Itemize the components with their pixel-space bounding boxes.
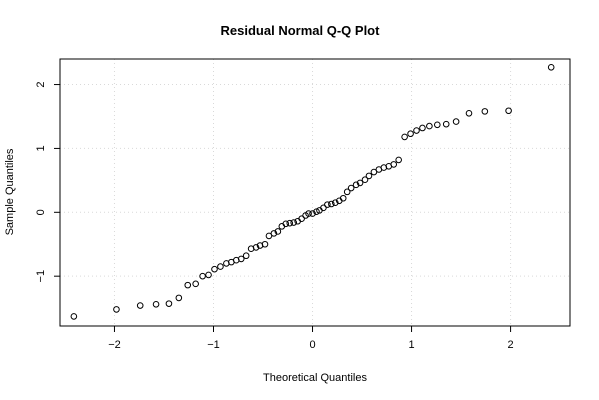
data-point xyxy=(113,306,120,313)
data-point xyxy=(343,188,351,196)
x-axis-label: Theoretical Quantiles xyxy=(263,372,367,384)
data-point xyxy=(199,272,206,280)
data-point xyxy=(352,181,360,189)
data-point xyxy=(274,228,282,235)
data-point xyxy=(332,199,339,207)
data-point xyxy=(286,219,294,227)
data-point xyxy=(136,302,144,309)
data-point xyxy=(401,133,408,141)
data-point xyxy=(370,168,378,176)
y-tick-label: 2 xyxy=(35,81,47,87)
data-point xyxy=(407,130,414,138)
data-point xyxy=(505,107,512,115)
plot-frame xyxy=(59,58,571,327)
data-point xyxy=(547,64,555,71)
x-tick-label: −1 xyxy=(207,339,220,351)
x-tick-label: 2 xyxy=(508,339,514,351)
data-point xyxy=(347,184,355,192)
data-point xyxy=(434,121,441,129)
data-point xyxy=(390,161,398,168)
y-tick-label: 0 xyxy=(35,209,47,215)
data-point xyxy=(339,194,347,202)
data-point xyxy=(265,232,273,240)
data-point xyxy=(320,204,327,212)
data-point xyxy=(413,127,420,134)
data-point xyxy=(70,313,78,320)
data-point xyxy=(481,108,489,115)
y-axis-label: Sample Quantiles xyxy=(4,148,16,235)
data-point xyxy=(192,280,199,288)
data-point xyxy=(426,122,433,130)
data-point xyxy=(270,230,278,237)
data-point xyxy=(252,244,260,251)
data-point xyxy=(152,300,160,308)
data-point xyxy=(365,172,373,180)
data-point xyxy=(395,156,402,164)
data-points xyxy=(70,64,555,320)
data-point xyxy=(328,200,335,208)
data-point xyxy=(419,124,426,132)
data-point xyxy=(175,294,183,302)
data-point xyxy=(452,118,460,125)
data-point xyxy=(165,300,173,307)
data-point xyxy=(465,109,473,117)
data-point xyxy=(442,120,450,128)
data-point xyxy=(237,255,245,263)
y-tick-label: −1 xyxy=(35,270,47,283)
data-point xyxy=(290,219,298,226)
data-point xyxy=(361,176,369,184)
data-point xyxy=(242,252,250,260)
y-tick-label: 1 xyxy=(35,145,47,151)
x-tick-label: 1 xyxy=(408,339,414,351)
data-point xyxy=(305,210,312,217)
data-point xyxy=(184,281,192,289)
x-tick-label: −2 xyxy=(108,339,121,351)
x-axis: −2 −1 0 1 2 xyxy=(108,326,514,351)
data-point xyxy=(211,265,218,273)
data-point xyxy=(356,179,364,187)
grid xyxy=(60,59,570,326)
data-point xyxy=(313,208,320,215)
data-point xyxy=(309,210,316,217)
data-point xyxy=(324,201,331,208)
data-point xyxy=(282,220,290,228)
chart-title: Residual Normal Q-Q Plot xyxy=(221,23,381,38)
data-point xyxy=(217,263,224,270)
data-point xyxy=(261,240,269,248)
data-point xyxy=(205,271,212,279)
data-point xyxy=(298,215,305,222)
y-axis: −1 0 1 2 xyxy=(35,81,60,282)
x-tick-label: 0 xyxy=(309,339,315,351)
